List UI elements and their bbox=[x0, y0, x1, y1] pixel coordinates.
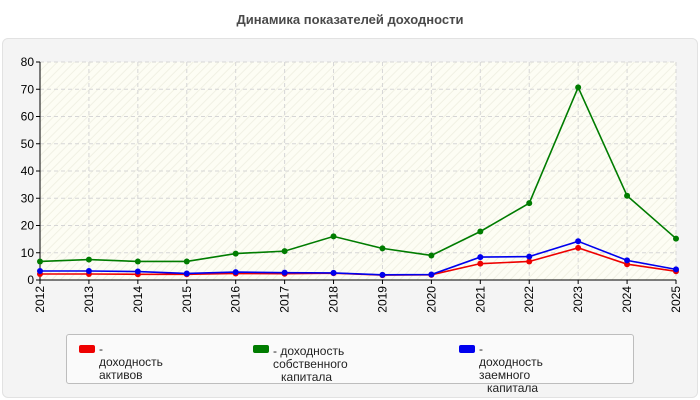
data-point bbox=[330, 269, 337, 276]
data-point bbox=[183, 270, 190, 277]
data-point bbox=[575, 244, 582, 251]
y-tick-label: 80 bbox=[21, 55, 35, 69]
data-point bbox=[183, 258, 190, 265]
data-point bbox=[232, 250, 239, 257]
data-point bbox=[232, 269, 239, 276]
series-line-1 bbox=[39, 85, 677, 263]
y-tick-label: 20 bbox=[21, 219, 35, 233]
y-tick-label: 50 bbox=[21, 137, 35, 151]
data-point bbox=[281, 248, 288, 255]
x-tick-label: 2024 bbox=[620, 286, 634, 313]
legend-label-assets: - доходность активов bbox=[99, 342, 163, 382]
data-point bbox=[330, 233, 337, 240]
legend: - доходность активов - доходность собств… bbox=[66, 334, 634, 395]
x-tick-label: 2015 bbox=[180, 286, 194, 313]
data-point bbox=[526, 258, 533, 265]
legend-swatch-equity bbox=[253, 345, 269, 353]
y-tick-label: 10 bbox=[21, 246, 35, 260]
data-point bbox=[428, 271, 435, 278]
x-tick-label: 2025 bbox=[669, 286, 683, 313]
y-tick-label: 70 bbox=[21, 82, 35, 96]
data-point bbox=[575, 84, 582, 91]
data-point bbox=[624, 257, 631, 264]
legend-label-equity: - доходность собственного капитала bbox=[273, 344, 348, 384]
data-point bbox=[37, 258, 43, 265]
data-point bbox=[673, 266, 679, 273]
x-tick-label: 2016 bbox=[229, 286, 243, 313]
x-tick-label: 2020 bbox=[424, 286, 438, 313]
series-line-2 bbox=[40, 240, 677, 276]
x-tick-label: 2014 bbox=[131, 286, 145, 313]
x-tick-label: 2021 bbox=[473, 286, 487, 313]
y-tick-label: 40 bbox=[21, 164, 35, 178]
data-point bbox=[624, 192, 631, 199]
y-tick-label: 30 bbox=[21, 191, 35, 205]
data-point bbox=[134, 268, 141, 275]
data-point bbox=[575, 238, 582, 245]
y-tick-label: 0 bbox=[27, 273, 34, 287]
x-tick-label: 2023 bbox=[571, 286, 585, 313]
data-point bbox=[526, 253, 533, 260]
x-tick-label: 2022 bbox=[522, 286, 536, 313]
data-point bbox=[526, 200, 533, 207]
x-tick-label: 2012 bbox=[33, 286, 47, 313]
chart-title: Динамика показателей доходности bbox=[236, 12, 464, 27]
data-point bbox=[281, 269, 288, 276]
legend-swatch-assets bbox=[79, 345, 95, 353]
legend-swatch-debt bbox=[459, 345, 475, 353]
data-point bbox=[673, 235, 679, 242]
x-tick-label: 2017 bbox=[278, 286, 292, 313]
data-point bbox=[477, 260, 484, 267]
data-point bbox=[37, 268, 43, 275]
x-tick-label: 2013 bbox=[82, 286, 96, 313]
data-point bbox=[477, 228, 484, 235]
data-point bbox=[477, 254, 484, 261]
data-point bbox=[428, 252, 435, 259]
x-tick-label: 2019 bbox=[375, 286, 389, 313]
legend-label-debt: - доходность заемного капитала bbox=[479, 342, 543, 395]
data-point bbox=[379, 271, 386, 278]
data-point bbox=[85, 268, 92, 275]
data-point bbox=[85, 256, 92, 263]
data-point bbox=[134, 258, 141, 265]
x-tick-label: 2018 bbox=[327, 286, 341, 313]
data-point bbox=[379, 245, 386, 252]
y-tick-label: 60 bbox=[21, 110, 35, 124]
